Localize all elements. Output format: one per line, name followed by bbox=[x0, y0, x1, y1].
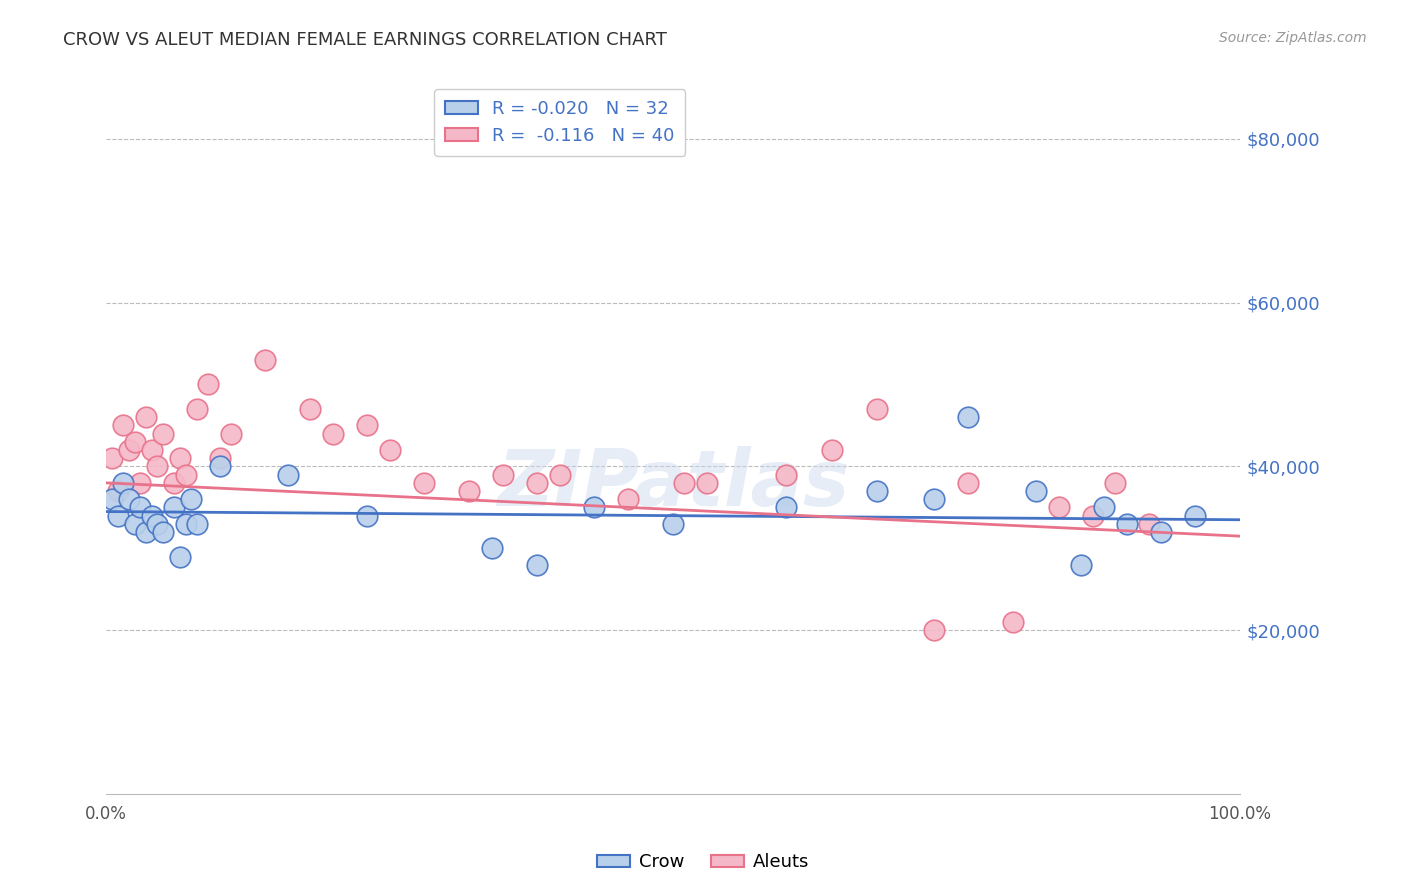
Point bbox=[180, 492, 202, 507]
Point bbox=[481, 541, 503, 556]
Point bbox=[107, 484, 129, 499]
Point bbox=[378, 443, 401, 458]
Legend: Crow, Aleuts: Crow, Aleuts bbox=[591, 847, 815, 879]
Point bbox=[112, 475, 135, 490]
Point bbox=[118, 443, 141, 458]
Point bbox=[163, 500, 186, 515]
Point bbox=[141, 508, 163, 523]
Y-axis label: Median Female Earnings: Median Female Earnings bbox=[0, 332, 8, 535]
Point bbox=[582, 500, 605, 515]
Point bbox=[775, 467, 797, 482]
Point bbox=[356, 418, 378, 433]
Point bbox=[1070, 558, 1092, 572]
Point bbox=[299, 402, 322, 417]
Point bbox=[1104, 475, 1126, 490]
Point bbox=[112, 418, 135, 433]
Point bbox=[1025, 484, 1047, 499]
Text: ZIPatlas: ZIPatlas bbox=[496, 446, 849, 522]
Point bbox=[866, 484, 889, 499]
Point bbox=[101, 451, 124, 466]
Point bbox=[775, 500, 797, 515]
Point bbox=[277, 467, 299, 482]
Point bbox=[146, 459, 169, 474]
Point bbox=[526, 558, 548, 572]
Point bbox=[124, 516, 146, 531]
Legend: R = -0.020   N = 32, R =  -0.116   N = 40: R = -0.020 N = 32, R = -0.116 N = 40 bbox=[434, 89, 685, 156]
Point bbox=[1149, 524, 1171, 539]
Text: Source: ZipAtlas.com: Source: ZipAtlas.com bbox=[1219, 31, 1367, 45]
Point bbox=[219, 426, 242, 441]
Point bbox=[129, 500, 152, 515]
Point bbox=[141, 443, 163, 458]
Point bbox=[458, 484, 481, 499]
Point bbox=[152, 426, 174, 441]
Point bbox=[169, 451, 191, 466]
Point bbox=[662, 516, 685, 531]
Point bbox=[174, 467, 197, 482]
Point bbox=[129, 475, 152, 490]
Point bbox=[208, 451, 231, 466]
Point bbox=[1115, 516, 1137, 531]
Point bbox=[696, 475, 718, 490]
Point bbox=[956, 475, 979, 490]
Point bbox=[186, 516, 208, 531]
Point bbox=[169, 549, 191, 564]
Point bbox=[101, 492, 124, 507]
Point bbox=[1002, 615, 1025, 630]
Point bbox=[922, 492, 945, 507]
Point bbox=[492, 467, 515, 482]
Point bbox=[1137, 516, 1160, 531]
Point bbox=[118, 492, 141, 507]
Point bbox=[197, 377, 219, 392]
Point bbox=[253, 352, 276, 367]
Point bbox=[412, 475, 434, 490]
Point bbox=[673, 475, 696, 490]
Point bbox=[548, 467, 571, 482]
Point bbox=[1047, 500, 1070, 515]
Point bbox=[208, 459, 231, 474]
Point bbox=[186, 402, 208, 417]
Point bbox=[1092, 500, 1115, 515]
Point bbox=[866, 402, 889, 417]
Point bbox=[526, 475, 548, 490]
Point bbox=[174, 516, 197, 531]
Point bbox=[135, 410, 157, 425]
Point bbox=[163, 475, 186, 490]
Point bbox=[146, 516, 169, 531]
Point bbox=[1184, 508, 1206, 523]
Point bbox=[616, 492, 638, 507]
Point bbox=[821, 443, 844, 458]
Point bbox=[124, 434, 146, 449]
Point bbox=[1081, 508, 1104, 523]
Point bbox=[956, 410, 979, 425]
Point bbox=[135, 524, 157, 539]
Point bbox=[107, 508, 129, 523]
Point bbox=[322, 426, 344, 441]
Point bbox=[356, 508, 378, 523]
Point bbox=[152, 524, 174, 539]
Text: CROW VS ALEUT MEDIAN FEMALE EARNINGS CORRELATION CHART: CROW VS ALEUT MEDIAN FEMALE EARNINGS COR… bbox=[63, 31, 666, 49]
Point bbox=[922, 624, 945, 638]
